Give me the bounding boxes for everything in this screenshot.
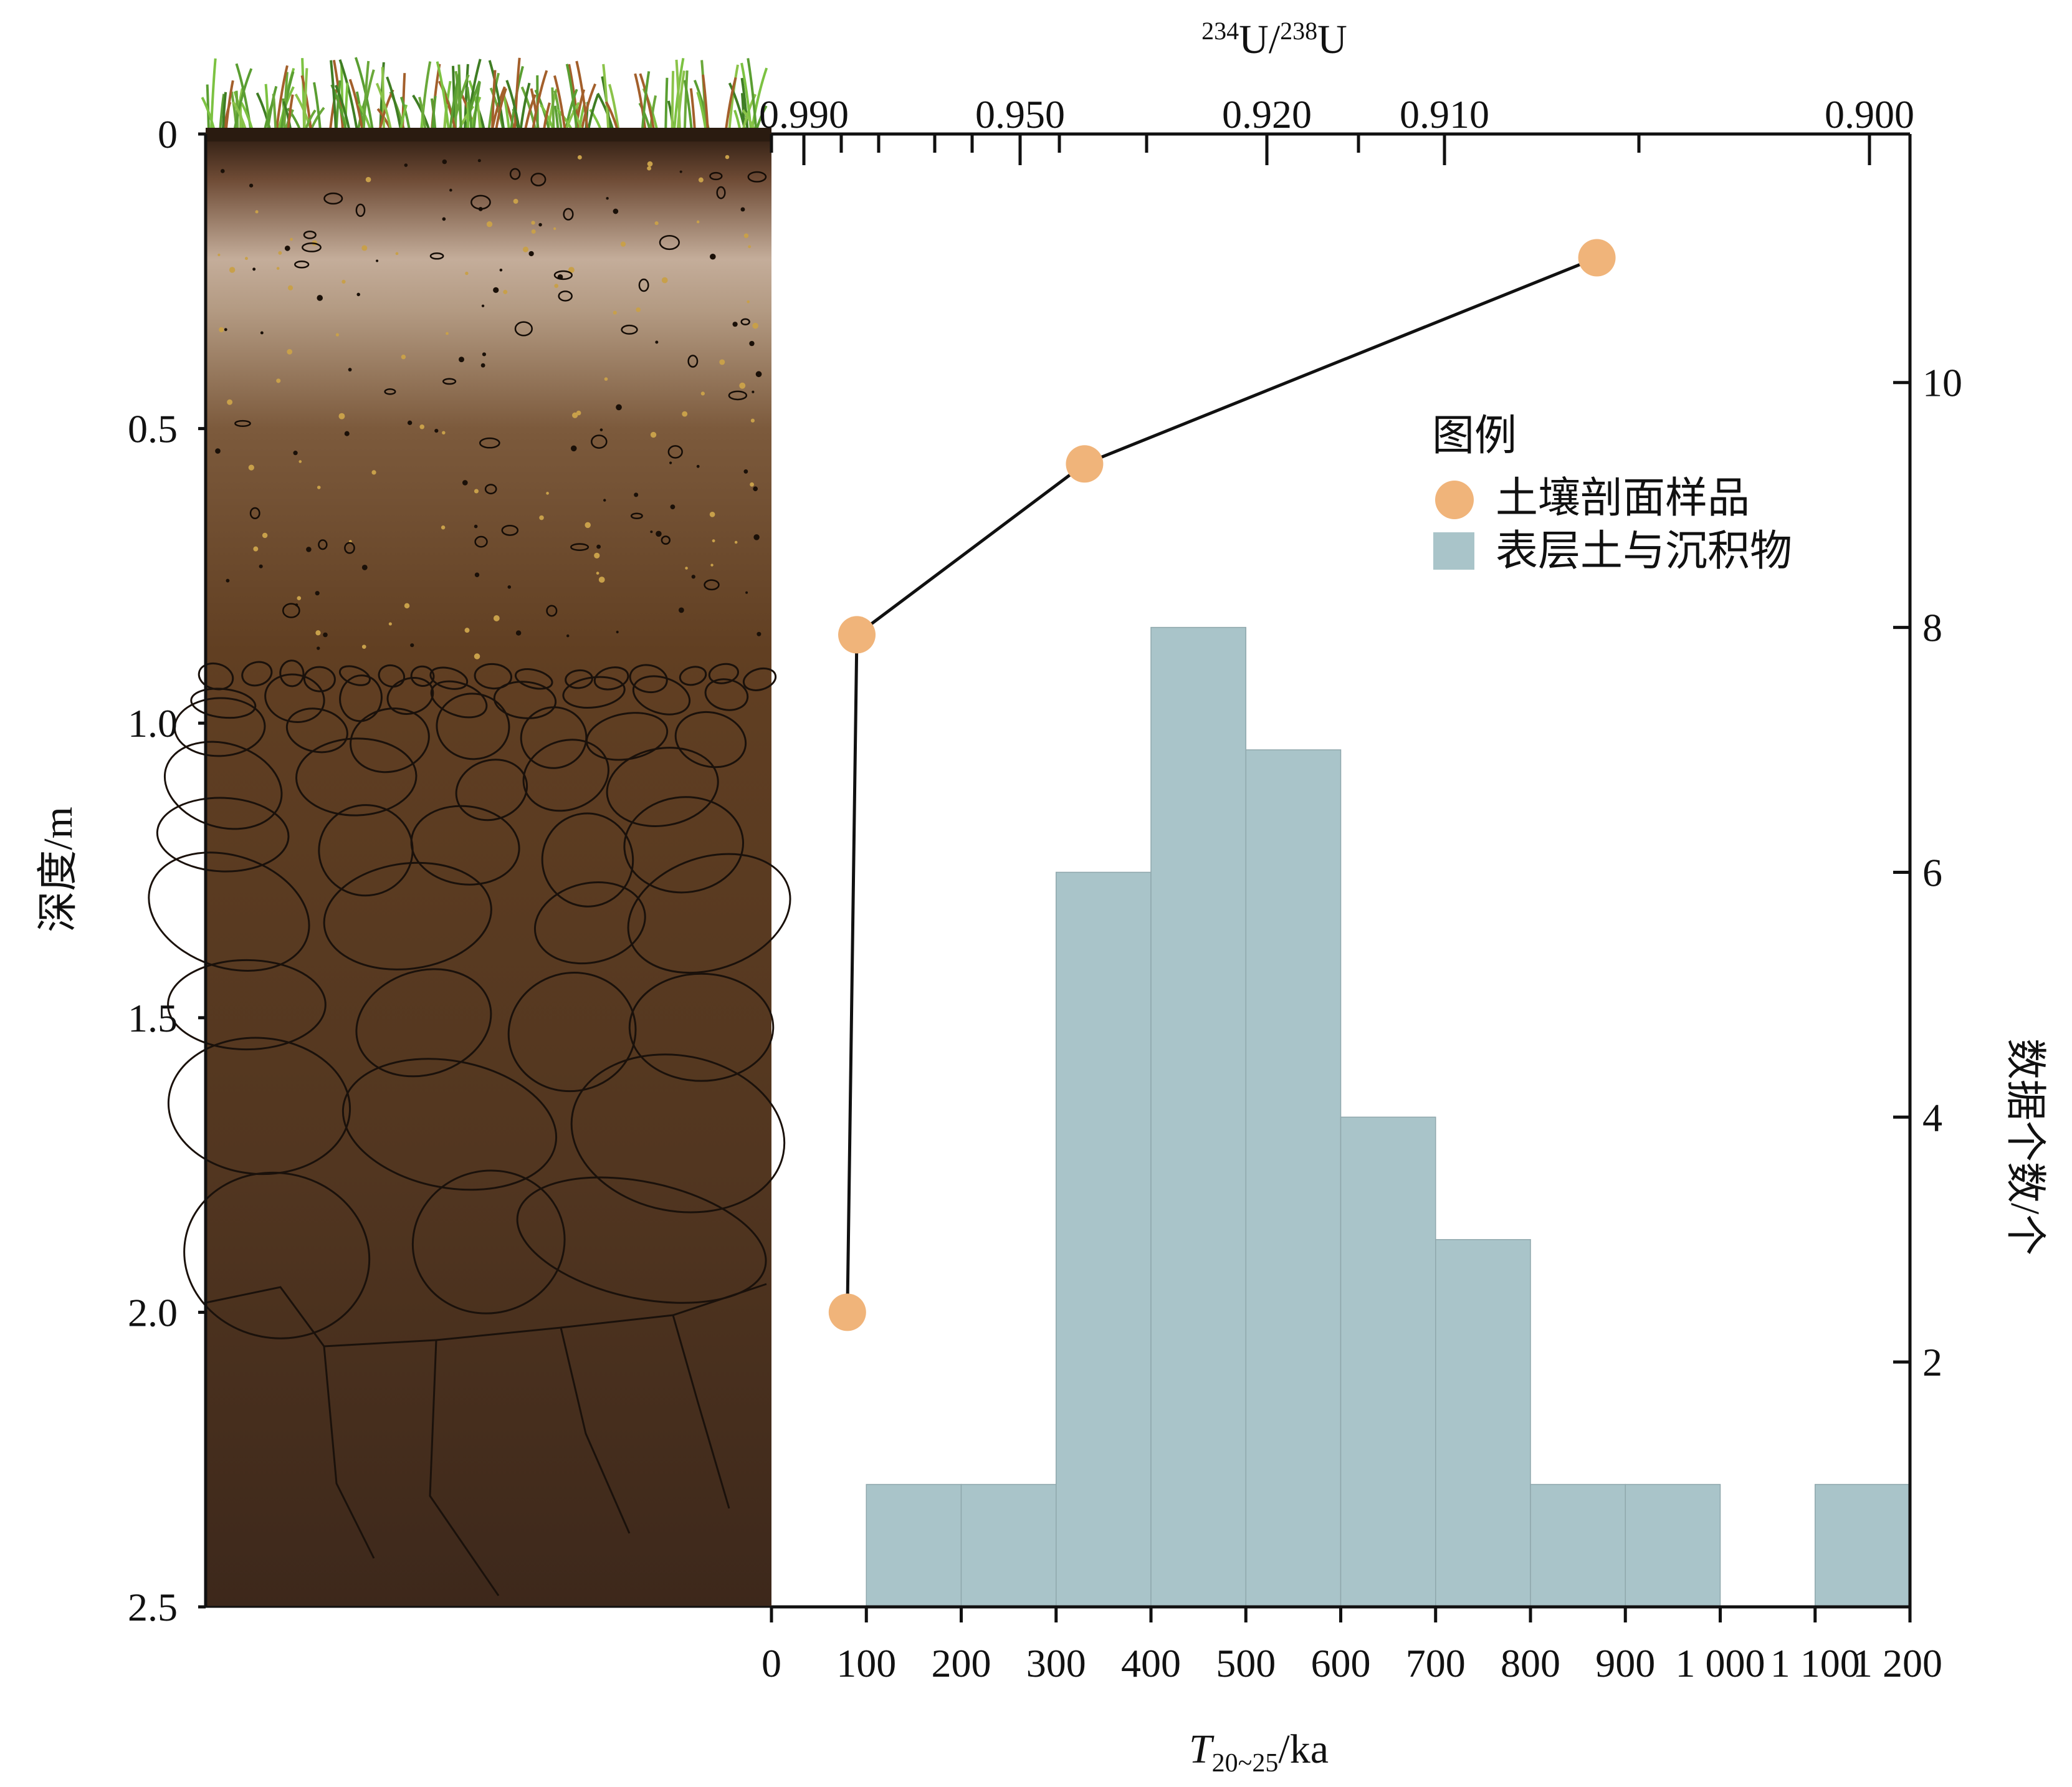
- top-axis-title-sup2: 238: [1280, 17, 1317, 45]
- left-tick-label: 1.0: [128, 701, 178, 745]
- histogram-bar: [1056, 871, 1152, 1607]
- right-tick-label: 10: [1922, 361, 1962, 405]
- bottom-axis-tick-labels: 0 100 200 300 400 500 600 700 800 900 1 000 1 1001 …: [761, 1641, 1942, 1685]
- left-tick-label: 2.0: [128, 1290, 178, 1334]
- bottom-tick-label: 600: [1311, 1641, 1371, 1685]
- bottom-axis-title-T: T: [1189, 1727, 1215, 1772]
- top-axis-title: 234U/238U: [1201, 17, 1347, 62]
- soil-profile-illustration: [148, 57, 791, 1607]
- histogram-bar: [960, 1483, 1057, 1607]
- top-axis-title-u2: U: [1317, 17, 1347, 62]
- right-axis-tick-labels: 2 4 6 8 10: [1922, 361, 1962, 1384]
- bottom-tick-label: 400: [1121, 1641, 1181, 1685]
- histogram-bar: [1150, 626, 1246, 1607]
- top-tick-label: 0.900: [1825, 92, 1914, 137]
- soil-column: [206, 134, 771, 1607]
- soil-sample-point: [1578, 239, 1616, 277]
- histogram-bar: [1815, 1483, 1911, 1607]
- histogram-bar: [1625, 1483, 1721, 1607]
- right-tick-label: 2: [1922, 1340, 1942, 1384]
- left-tick-label: 2.5: [128, 1585, 178, 1629]
- left-tick-label: 0: [158, 112, 178, 156]
- bottom-tick-label: 1 100: [1770, 1641, 1860, 1685]
- soil-profile-series: [828, 239, 1616, 1331]
- bottom-axis-title: T20~25/ka: [1189, 1727, 1329, 1778]
- legend-label-soil-samples: 土壤剖面样品: [1496, 474, 1750, 523]
- soil-sample-point: [828, 1293, 866, 1331]
- bottom-tick-label: 700: [1406, 1641, 1466, 1685]
- bottom-tick-label: 1 000: [1676, 1641, 1765, 1685]
- right-axis-title: 数据个数/个: [2002, 1038, 2048, 1255]
- histogram-bar: [1245, 749, 1342, 1607]
- bottom-tick-label: 200: [932, 1641, 991, 1685]
- top-tick-label: 0.990: [759, 92, 849, 137]
- top-axis-title-u1: U/: [1239, 17, 1281, 62]
- right-tick-label: 4: [1922, 1095, 1942, 1139]
- top-tick-label: 0.920: [1222, 92, 1312, 137]
- bottom-axis-title-unit: /ka: [1278, 1727, 1329, 1772]
- left-tick-label: 0.5: [128, 407, 178, 451]
- legend-marker-square: [1433, 532, 1474, 570]
- bottom-tick-label: 100: [836, 1641, 896, 1685]
- bottom-tick-label: 300: [1026, 1641, 1086, 1685]
- right-tick-label: 6: [1922, 850, 1942, 894]
- histogram-bar: [1435, 1238, 1531, 1607]
- left-tick-label: 1.5: [128, 996, 178, 1040]
- soil-profile-line: [846, 256, 1598, 1313]
- soil-stones: [148, 659, 791, 1596]
- histogram-bar: [1340, 1116, 1436, 1607]
- top-tick-label: 0.910: [1400, 92, 1489, 137]
- bottom-tick-label: 900: [1595, 1641, 1655, 1685]
- tick-marks: [198, 132, 1912, 1622]
- histogram-bars: [866, 626, 1911, 1607]
- legend-label-surface-soil: 表层土与沉积物: [1496, 527, 1792, 576]
- soil-sample-point: [1066, 445, 1104, 483]
- left-axis-title: 深度/m: [36, 807, 81, 932]
- top-axis-title-sup1: 234: [1201, 17, 1239, 45]
- histogram-bar: [1530, 1483, 1626, 1607]
- bottom-axis-title-sub: 20~25: [1212, 1749, 1279, 1778]
- top-tick-label: 0.950: [975, 92, 1065, 137]
- right-tick-label: 8: [1922, 606, 1942, 650]
- soil-sample-point: [838, 616, 876, 654]
- legend-marker-circle: [1435, 481, 1474, 519]
- bottom-tick-label: 500: [1216, 1641, 1276, 1685]
- left-axis-tick-labels: 0 0.5 1.0 1.5 2.0 2.5: [128, 112, 178, 1629]
- bottom-tick-label: 800: [1501, 1641, 1560, 1685]
- histogram-bar: [866, 1483, 962, 1607]
- soil-pebbles: [215, 155, 767, 659]
- legend: 图例 土壤剖面样品 表层土与沉积物: [1432, 411, 1792, 576]
- grass-illustration: [201, 57, 771, 141]
- bottom-tick-label: 1 200: [1853, 1641, 1942, 1685]
- bottom-tick-label: 0: [761, 1641, 781, 1685]
- legend-title: 图例: [1432, 411, 1517, 461]
- top-axis-tick-labels: 0.990 0.950 0.920 0.910 0.900: [759, 92, 1914, 137]
